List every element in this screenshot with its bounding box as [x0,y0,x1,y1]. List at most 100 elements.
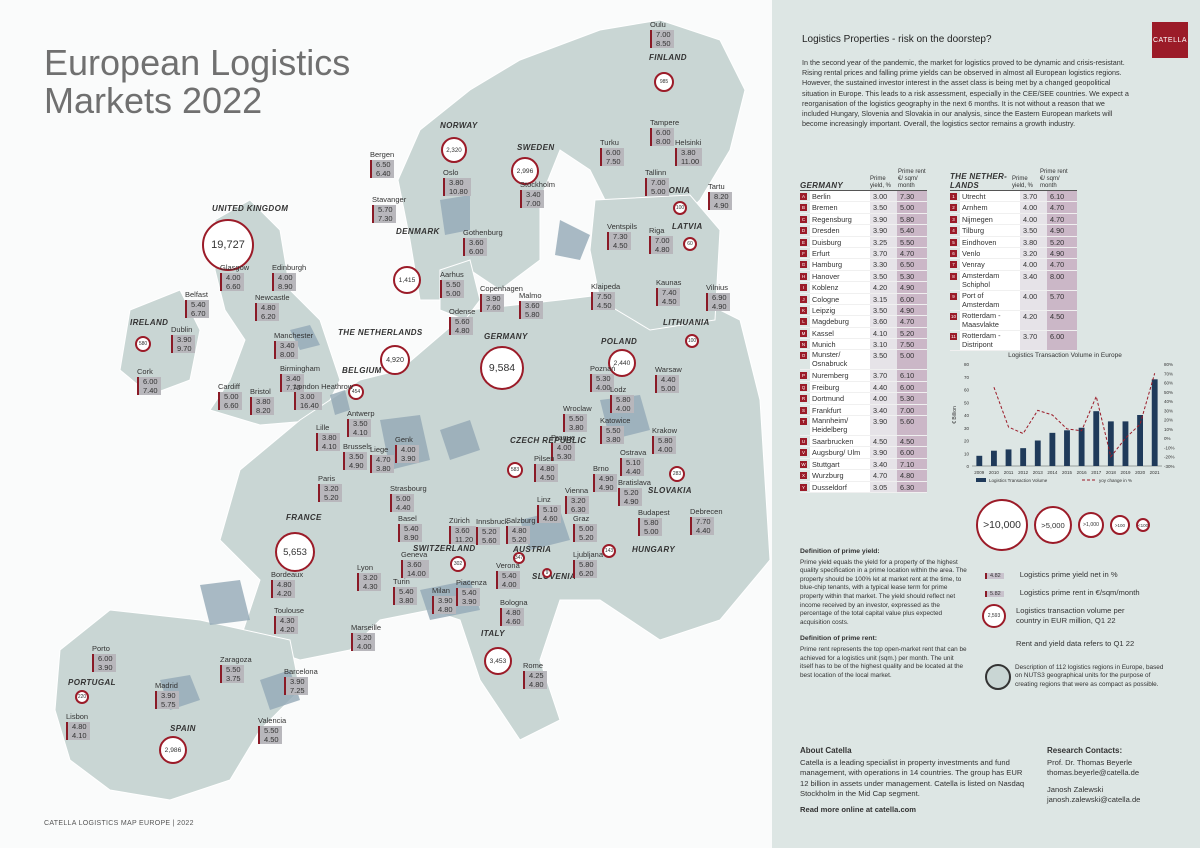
city-marker[interactable]: Birmingham 3.40 7.70 [280,364,320,392]
city-marker[interactable]: Oslo 3.80 10.80 [443,168,471,196]
about-text: Catella is a leading specialist in prope… [800,758,1025,798]
city-marker[interactable]: London Heathrow 3.00 16.40 [294,382,353,410]
city-rent: 5.60 [482,536,497,545]
city-marker[interactable]: Odense 5.60 4.80 [449,307,475,335]
city-marker[interactable]: Ostrava 5.10 4.40 [620,448,646,476]
city-marker[interactable]: Verona 5.40 4.00 [496,561,520,589]
city-marker[interactable]: Linz 5.10 4.60 [537,495,561,523]
city-marker[interactable]: Poznań 5.30 4.00 [590,364,615,392]
city-marker[interactable]: Milan 3.90 4.80 [432,586,456,614]
country-label: SLOVAKIA [648,486,692,495]
city-marker[interactable]: Warsaw 4.40 5.00 [655,365,682,393]
city-marker[interactable]: Salzburg 4.80 5.20 [506,516,536,544]
city-values: 4.80 4.10 [66,722,90,740]
city-rent: 4.10 [353,428,368,437]
city-marker[interactable]: Budapest 5.80 5.00 [638,508,670,536]
city-marker[interactable]: Bristol 3.80 8.20 [250,387,274,415]
city-marker[interactable]: Cork 6.00 7.40 [137,367,161,395]
about-link[interactable]: Read more online at catella.com [800,805,917,815]
city-marker[interactable]: Lodz 5.80 4.00 [610,385,634,413]
city-marker[interactable]: Gothenburg 3.60 6.00 [463,228,503,256]
city-marker[interactable]: Bologna 4.80 4.60 [500,598,528,626]
city-marker[interactable]: Lisbon 4.80 4.10 [66,712,90,740]
city-marker[interactable]: Barcelona 3.90 7.25 [284,667,318,695]
city-marker[interactable]: Lille 3.80 4.10 [316,423,340,451]
city-marker[interactable]: Zürich 3.60 11.20 [449,516,477,544]
city-marker[interactable]: Antwerp 3.50 4.10 [347,409,375,437]
y-tick-label: 0 [966,464,969,469]
city-marker[interactable]: Klaipeda 7.50 4.50 [591,282,620,310]
city-marker[interactable]: Brussels 3.50 4.90 [343,442,372,470]
city-marker[interactable]: Strasbourg 5.00 4.40 [390,484,427,512]
city-marker[interactable]: Wroclaw 5.50 3.80 [563,404,592,432]
city-marker[interactable]: Prague 4.00 5.30 [551,433,575,461]
city-marker[interactable]: Basel 5.40 8.90 [398,514,422,542]
city-name: Milan [432,586,450,595]
city-marker[interactable]: Stockholm 3.40 7.00 [520,180,555,208]
city-marker[interactable]: Bordeaux 4.80 4.20 [271,570,303,598]
city-marker[interactable]: Graz 5.00 5.20 [573,514,597,542]
city-marker[interactable]: Stavanger 5.70 7.30 [372,195,406,223]
city-marker[interactable]: Tartu 8.20 4.90 [708,182,732,210]
y-tick-label: 60 [964,388,970,393]
city-yield: 4.00 [278,273,293,282]
city-marker[interactable]: Genk 4.00 3.90 [395,435,419,463]
city-marker[interactable]: Helsinki 3.80 11.00 [675,138,703,166]
city-yield: 4.30 [280,616,295,625]
city-marker[interactable]: Ventspils 7.30 4.50 [607,222,637,250]
city-marker[interactable]: Geneva 3.60 14.00 [401,550,429,578]
city-marker[interactable]: Oulu 7.00 8.50 [650,20,674,48]
city-marker[interactable]: Malmo 3.60 5.80 [519,291,543,319]
city-marker[interactable]: Dublin 3.90 9.70 [171,325,195,353]
prime-yield: 4.20 [1020,310,1047,330]
city-marker[interactable]: Cardiff 5.00 6.60 [218,382,242,410]
city-marker[interactable]: Valencia 5.50 4.50 [258,716,286,744]
city-marker[interactable]: Vienna 3.20 6.30 [565,486,589,514]
contact-1-email[interactable]: thomas.beyerle@catella.de [1047,768,1140,778]
city-marker[interactable]: Lyon 3.20 4.30 [357,563,381,591]
city-marker[interactable]: Vilnius 6.90 4.90 [706,283,730,311]
city-marker[interactable]: Aarhus 5.50 5.00 [440,270,464,298]
city-rent: 3.90 [401,454,416,463]
city-marker[interactable]: Piacenza 5.40 3.90 [456,578,487,606]
city-marker[interactable]: Katowice 5.50 3.80 [600,416,630,444]
city-marker[interactable]: Bergen 6.50 6.40 [370,150,394,178]
city-marker[interactable]: Belfast 5.40 6.70 [185,290,209,318]
contact-2-email[interactable]: janosh.zalewski@catella.de [1047,794,1141,804]
city-marker[interactable]: Debrecen 7.70 4.40 [690,507,723,535]
transaction-volume-circle: 454 [348,384,364,400]
city-marker[interactable]: Turin 5.40 3.80 [393,577,417,605]
city-marker[interactable]: Brno 4.90 4.90 [593,464,617,492]
city-marker[interactable]: Manchester 3.40 8.00 [274,331,313,359]
city-marker[interactable]: Zaragoza 5.50 3.75 [220,655,252,683]
city-marker[interactable]: Innsbruck 5.20 5.60 [476,517,509,545]
city-marker[interactable]: Tallinn 7.00 5.00 [645,168,669,196]
city-marker[interactable]: Liege 4.70 3.80 [370,445,394,473]
city-marker[interactable]: Rome 4.25 4.80 [523,661,547,689]
city-marker[interactable]: Tampere 6.00 8.00 [650,118,679,146]
city-marker[interactable]: Toulouse 4.30 4.20 [274,606,304,634]
city-marker[interactable]: Porto 6.00 3.90 [92,644,116,672]
city-marker[interactable]: Riga 7.00 4.80 [649,226,673,254]
city-marker[interactable]: Marseille 3.20 4.00 [351,623,381,651]
city-marker[interactable]: Copenhagen 3.90 7.60 [480,284,523,312]
legend-volume: 2,593 Logistics transaction volume per c… [982,604,1146,628]
table-row: P Nuremberg 3.70 6.10 [800,370,927,382]
y2-tick-label: 30% [1164,408,1173,413]
city-marker[interactable]: Bratislava 5.20 4.90 [618,478,651,506]
city-marker[interactable]: Turku 6.00 7.50 [600,138,624,166]
city-rent: 7.25 [290,686,305,695]
city-marker[interactable]: Madrid 3.90 5.75 [155,681,179,709]
y2-tick-label: 10% [1164,427,1173,432]
city-values: 5.40 4.00 [496,571,520,589]
city-marker[interactable]: Edinburgh 4.00 8.90 [272,263,306,291]
city-marker[interactable]: Paris 3.20 5.20 [318,474,342,502]
city-rent: 5.20 [579,533,594,542]
city-marker[interactable]: Glasgow 4.00 6.60 [220,263,249,291]
city-marker[interactable]: Pilsen 4.80 4.50 [534,454,558,482]
city-marker[interactable]: Krakow 5.80 4.00 [652,426,677,454]
city-marker[interactable]: Ljubljana 5.80 6.20 [573,550,603,578]
city-marker[interactable]: Kaunas 7.40 4.50 [656,278,681,306]
city-marker[interactable]: Newcastle 4.80 6.20 [255,293,290,321]
